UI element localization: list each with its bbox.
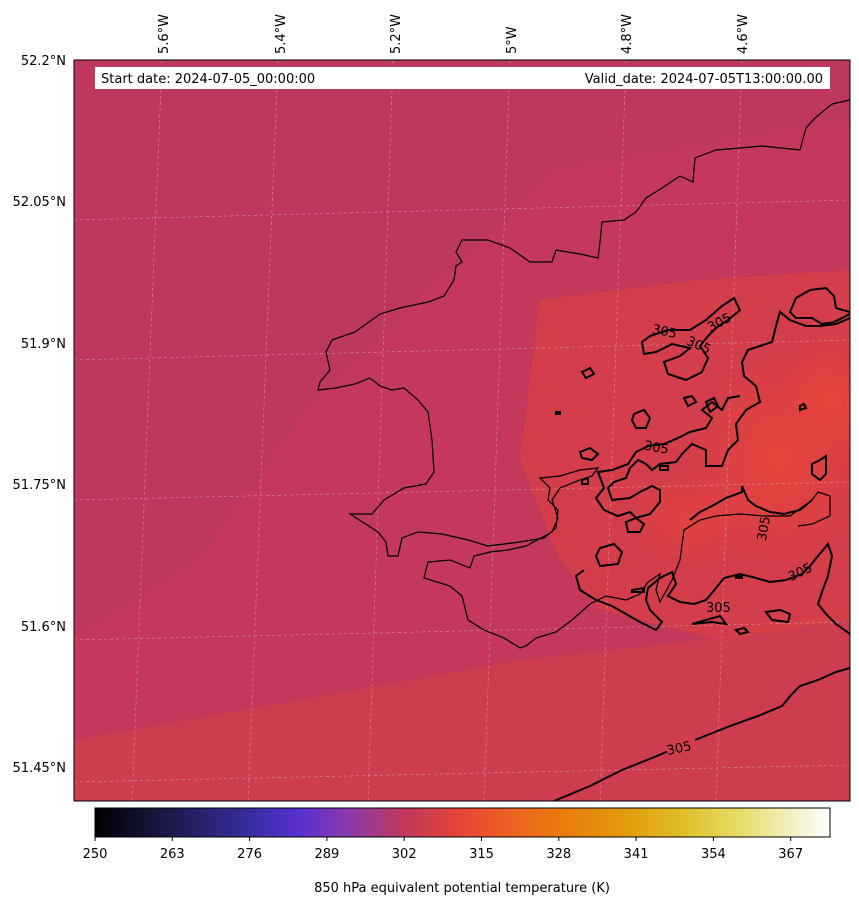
lat-label: 51.6°N bbox=[21, 620, 66, 635]
latitude-labels: 52.2°N 52.05°N 51.9°N 51.75°N 51.6°N 51.… bbox=[13, 54, 66, 776]
lat-label: 51.9°N bbox=[21, 337, 66, 352]
gridlines bbox=[74, 60, 850, 801]
lat-label: 51.75°N bbox=[13, 478, 66, 493]
colorbar-tick-label: 367 bbox=[778, 847, 803, 862]
colorbar-tick-label: 341 bbox=[624, 847, 649, 862]
colorbar: 250 263 276 289 302 315 328 341 354 367 850 hPa e… bbox=[83, 807, 831, 896]
coastline bbox=[317, 99, 850, 649]
colorbar-gradient bbox=[94, 807, 831, 838]
colorbar-tick-label: 315 bbox=[469, 847, 494, 862]
colorbar-ticks: 250 263 276 289 302 315 328 341 354 367 bbox=[83, 837, 803, 862]
lat-label: 51.45°N bbox=[13, 761, 66, 776]
lat-label: 52.2°N bbox=[21, 54, 66, 69]
theta-e-305-contour bbox=[553, 286, 850, 801]
colorbar-tick-label: 354 bbox=[701, 847, 726, 862]
contour-label: 305 bbox=[643, 439, 670, 458]
lat-label: 52.05°N bbox=[13, 195, 66, 210]
theta-e-hotspot bbox=[780, 330, 850, 470]
contour-label: 305 bbox=[651, 322, 678, 342]
longitude-labels: 5.6°W 5.4°W 5.2°W 5°W 4.8°W 4.6°W bbox=[157, 14, 751, 54]
colorbar-tick-label: 302 bbox=[392, 847, 417, 862]
contour-label: 305 bbox=[706, 601, 731, 616]
start-date-label: Start date: 2024-07-05_00:00:00 bbox=[101, 72, 315, 87]
header-box bbox=[95, 67, 830, 89]
colorbar-tick-label: 250 bbox=[83, 847, 108, 862]
lon-label: 5°W bbox=[505, 26, 520, 54]
lon-label: 5.2°W bbox=[389, 14, 404, 54]
lon-label: 5.4°W bbox=[274, 14, 289, 54]
map-frame bbox=[73, 59, 851, 802]
colorbar-label: 850 hPa equivalent potential temperature… bbox=[314, 881, 610, 896]
valid-date-label: Valid_date: 2024-07-05T13:00:00.00 bbox=[585, 72, 823, 87]
theta-e-south-band bbox=[74, 610, 850, 801]
map-panel: 305 305 305 305 305 305 305 305 bbox=[74, 60, 850, 801]
lon-label: 5.6°W bbox=[157, 14, 172, 54]
colorbar-tick-label: 289 bbox=[314, 847, 339, 862]
lon-label: 4.8°W bbox=[620, 14, 635, 54]
theta-e-cool-region bbox=[74, 60, 850, 640]
contour-label: 305 bbox=[665, 739, 692, 759]
colorbar-tick-label: 276 bbox=[237, 847, 262, 862]
lon-label: 4.6°W bbox=[736, 14, 751, 54]
contour-label: 305 bbox=[755, 515, 774, 542]
colorbar-tick-label: 263 bbox=[160, 847, 185, 862]
colorbar-tick-label: 328 bbox=[546, 847, 571, 862]
